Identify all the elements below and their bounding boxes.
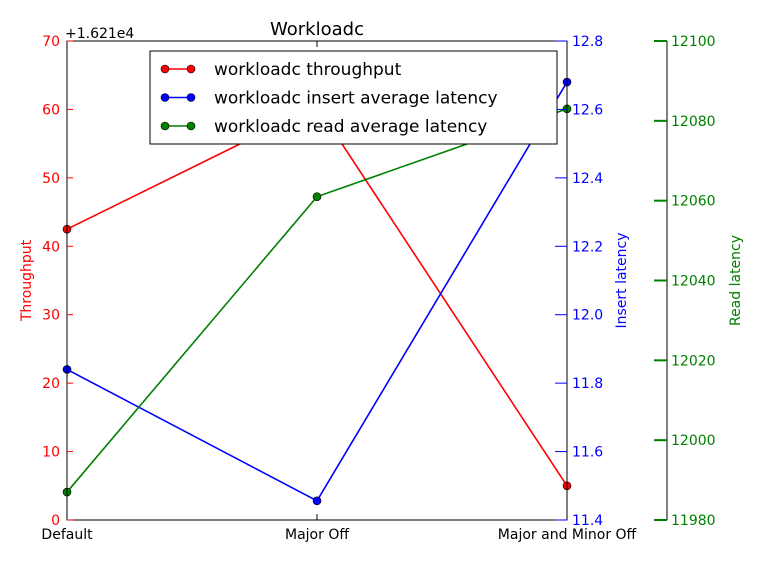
legend-label: workloadc throughput <box>214 60 402 80</box>
insert-axis-label: Insert latency <box>614 232 630 328</box>
throughput-tick-label: 20 <box>42 376 60 392</box>
throughput-tick-label: 50 <box>42 171 60 187</box>
insert-tick-label: 11.6 <box>572 445 603 461</box>
legend-marker <box>160 93 170 102</box>
x-tick-label: Major and Minor Off <box>498 527 637 543</box>
insert-tick-label: 11.4 <box>572 513 603 529</box>
legend-items: workloadc throughput workloadc insert ave… <box>160 60 498 137</box>
throughput-tick-label: 0 <box>51 513 60 529</box>
read-tick-label: 12000 <box>671 433 716 449</box>
legend-label: workloadc insert average latency <box>214 89 498 109</box>
offset-label: +1.621e4 <box>65 26 134 42</box>
read-tick-label: 11980 <box>671 513 716 529</box>
insert-tick-label: 12.6 <box>572 102 603 118</box>
legend: workloadc throughput workloadc insert ave… <box>149 50 558 145</box>
insert-tick-label: 12.0 <box>572 308 603 324</box>
insert-tick-label: 12.8 <box>572 34 603 50</box>
legend-marker <box>186 121 196 131</box>
legend-label: workloadc read average latency <box>214 117 487 137</box>
read-axis-label: Read latency <box>728 235 744 326</box>
read-tick-label: 12060 <box>671 194 716 210</box>
insert-tick-label: 12.2 <box>572 239 603 255</box>
legend-marker <box>160 121 170 131</box>
x-tick-label: Default <box>41 527 93 543</box>
x-tick-label: Major Off <box>285 527 349 543</box>
legend-marker <box>160 64 170 74</box>
throughput-tick-label: 40 <box>42 239 60 255</box>
series-line-throughput <box>66 104 568 487</box>
series-line-insert <box>66 81 568 502</box>
throughput-axis-label: Throughput <box>19 239 35 322</box>
legend-box <box>149 50 558 145</box>
read-tick-label: 12040 <box>671 274 716 290</box>
data-point-read <box>312 192 322 201</box>
insert-tick-label: 12.4 <box>572 171 603 187</box>
insert-tick-label: 11.8 <box>572 376 603 392</box>
axes-layer: Default Major Off Major and Minor Off 0 10 20… <box>19 34 744 543</box>
throughput-tick-label: 70 <box>42 34 60 50</box>
throughput-tick-label: 60 <box>42 102 60 118</box>
throughput-tick-label: 30 <box>42 308 60 324</box>
legend-marker <box>186 64 196 74</box>
read-tick-label: 12100 <box>671 34 716 50</box>
series-line-read <box>66 108 568 493</box>
read-tick-label: 12020 <box>671 353 716 369</box>
data-point-insert <box>312 496 322 506</box>
read-tick-label: 12080 <box>671 114 716 130</box>
chart-title: Workloadc <box>270 19 364 40</box>
throughput-tick-label: 10 <box>42 445 60 461</box>
legend-marker <box>186 93 196 102</box>
